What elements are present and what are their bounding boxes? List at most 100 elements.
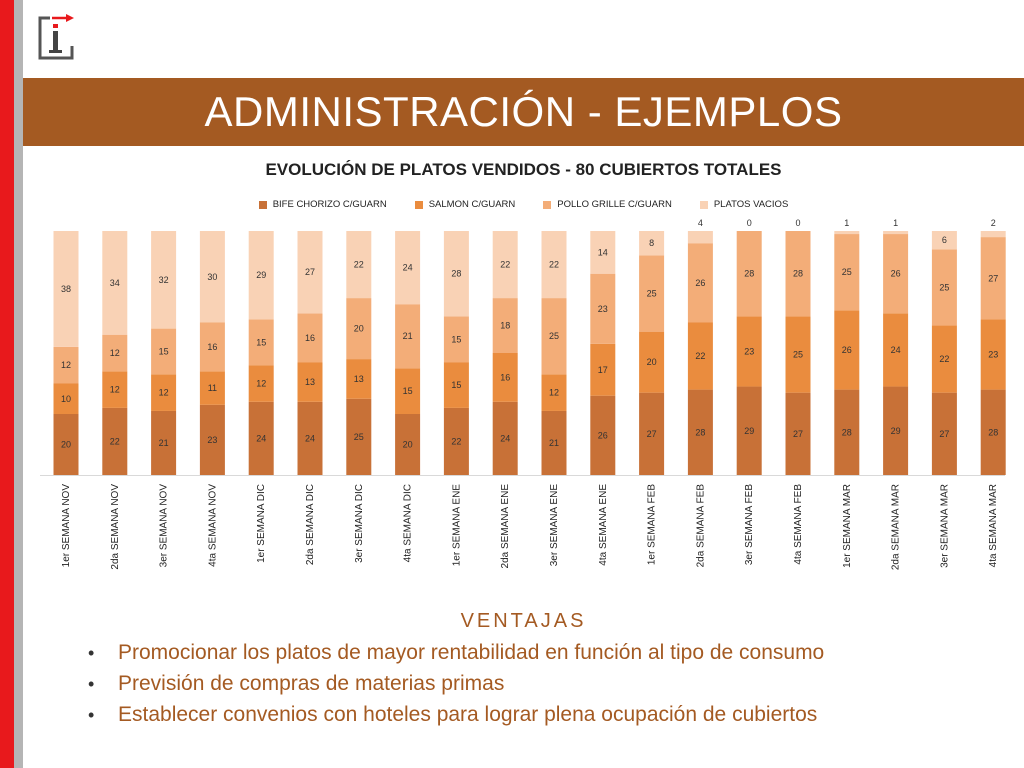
bar-segment-salmon [297,362,323,402]
data-label-bife: 20 [403,440,413,450]
bar-segment-pollo [541,298,567,375]
data-label-pollo: 27 [988,273,998,283]
bar-segment-vacios [151,231,177,329]
bar-segment-bife [980,389,1006,475]
bar-segment-pollo [639,255,665,332]
bar-segment-salmon [395,368,421,414]
bar-segment-bife [199,404,225,475]
data-label-bife: 29 [744,426,754,436]
bullet-icon: • [88,643,95,663]
bar-segment-vacios [931,231,957,250]
ventajas-item: • Establecer convenios con hoteles para l… [88,703,824,734]
bar-segment-pollo [980,237,1006,320]
data-label-salmon: 12 [110,385,120,395]
bar-segment-bife [931,392,957,475]
bar-segment-pollo [53,346,79,384]
bar-segment-bife [102,407,128,475]
left-red-stripe [0,0,14,768]
bar-segment-vacios [492,231,518,299]
data-label-salmon: 22 [695,351,705,361]
category-label: 1er SEMANA MAR [842,484,853,568]
bar-segment-bife [346,398,372,475]
ventajas-list: • Promocionar los platos de mayor rentabi… [88,641,824,734]
data-label-pollo: 25 [549,331,559,341]
bar-segment-vacios [541,231,567,299]
bar-segment-pollo [736,231,762,317]
legend-swatch-pollo [543,200,552,209]
legend-label-vacios: PLATOS VACIOS [713,199,789,210]
data-label-salmon: 22 [939,354,949,364]
data-label-vacios: 8 [649,238,654,248]
data-label-bife: 24 [500,433,510,443]
data-label-pollo: 12 [61,360,71,370]
bar-segment-bife [53,414,79,475]
legend-swatch-salmon [414,200,423,209]
bar-segment-vacios [102,231,128,335]
bar-segment-bife [785,392,811,475]
bar-segment-salmon [687,322,713,390]
legend-item-pollo: POLLO GRILLE C/GUARN [543,199,672,210]
category-label: 3er SEMANA FEB [744,484,755,565]
data-label-pollo: 25 [647,289,657,299]
data-label-salmon: 10 [61,394,71,404]
data-label-pollo: 20 [354,324,364,334]
bar-segment-bife [248,401,274,475]
data-label-pollo: 25 [939,282,949,292]
data-label-pollo: 25 [842,267,852,277]
category-label: 3er SEMANA MAR [939,484,950,568]
bar-segment-bife [541,410,567,475]
page-title: ADMINISTRACIÓN - EJEMPLOS [204,88,843,135]
data-label-salmon: 25 [793,350,803,360]
data-label-salmon: 23 [744,346,754,356]
data-label-pollo: 21 [403,331,413,341]
data-label-salmon: 12 [256,379,266,389]
category-label: 1er SEMANA FEB [647,484,658,565]
bar-segment-bife [736,386,762,475]
bar-segment-salmon [590,343,616,396]
bar-segment-vacios [297,231,323,314]
data-label-pollo: 12 [110,348,120,358]
data-label-salmon: 12 [159,388,169,398]
legend-swatch-vacios [699,200,708,209]
data-label-salmon: 20 [647,357,657,367]
data-label-bife: 21 [159,438,169,448]
bar-segment-salmon [346,359,372,399]
bar-segment-pollo [687,243,713,323]
category-label: 2da SEMANA FEB [695,484,706,568]
data-label-salmon: 13 [354,374,364,384]
bar-segment-pollo [883,234,909,314]
bar-segment-salmon [541,374,567,411]
bar-segment-vacios [443,231,469,317]
data-label-vacios: 4 [698,218,703,228]
data-label-bife: 20 [61,440,71,450]
bar-segment-bife [590,395,616,475]
bar-segment-vacios [395,231,421,305]
category-label: 4ta SEMANA MAR [988,484,999,567]
legend-item-vacios: PLATOS VACIOS [699,199,789,210]
data-label-pollo: 16 [305,333,315,343]
bar-segment-salmon [980,319,1006,390]
legend-label-pollo: POLLO GRILLE C/GUARN [557,199,672,210]
category-label: 4ta SEMANA NOV [207,484,218,567]
bar-segment-vacios [687,231,713,244]
data-label-vacios: 34 [110,278,120,288]
data-label-salmon: 11 [208,383,217,393]
bar-segment-bife [395,414,421,475]
bullet-icon: • [88,705,95,725]
data-label-salmon: 24 [891,345,901,355]
bar-segment-salmon [785,316,811,393]
category-label: 3er SEMANA NOV [159,484,170,568]
data-label-vacios: 1 [893,218,898,228]
bar-segment-vacios [248,231,274,320]
data-label-pollo: 26 [695,278,705,288]
bar-segment-salmon [151,374,177,411]
bar-segment-bife [883,386,909,475]
bar-segment-bife [492,401,518,475]
category-label: 2da SEMANA NOV [110,484,121,570]
bar-segment-pollo [199,322,225,372]
legend-item-salmon: SALMON C/GUARN [414,199,515,210]
bar-segment-bife [639,392,665,475]
bar-segment-pollo [931,249,957,326]
bar-segment-pollo [443,316,469,363]
